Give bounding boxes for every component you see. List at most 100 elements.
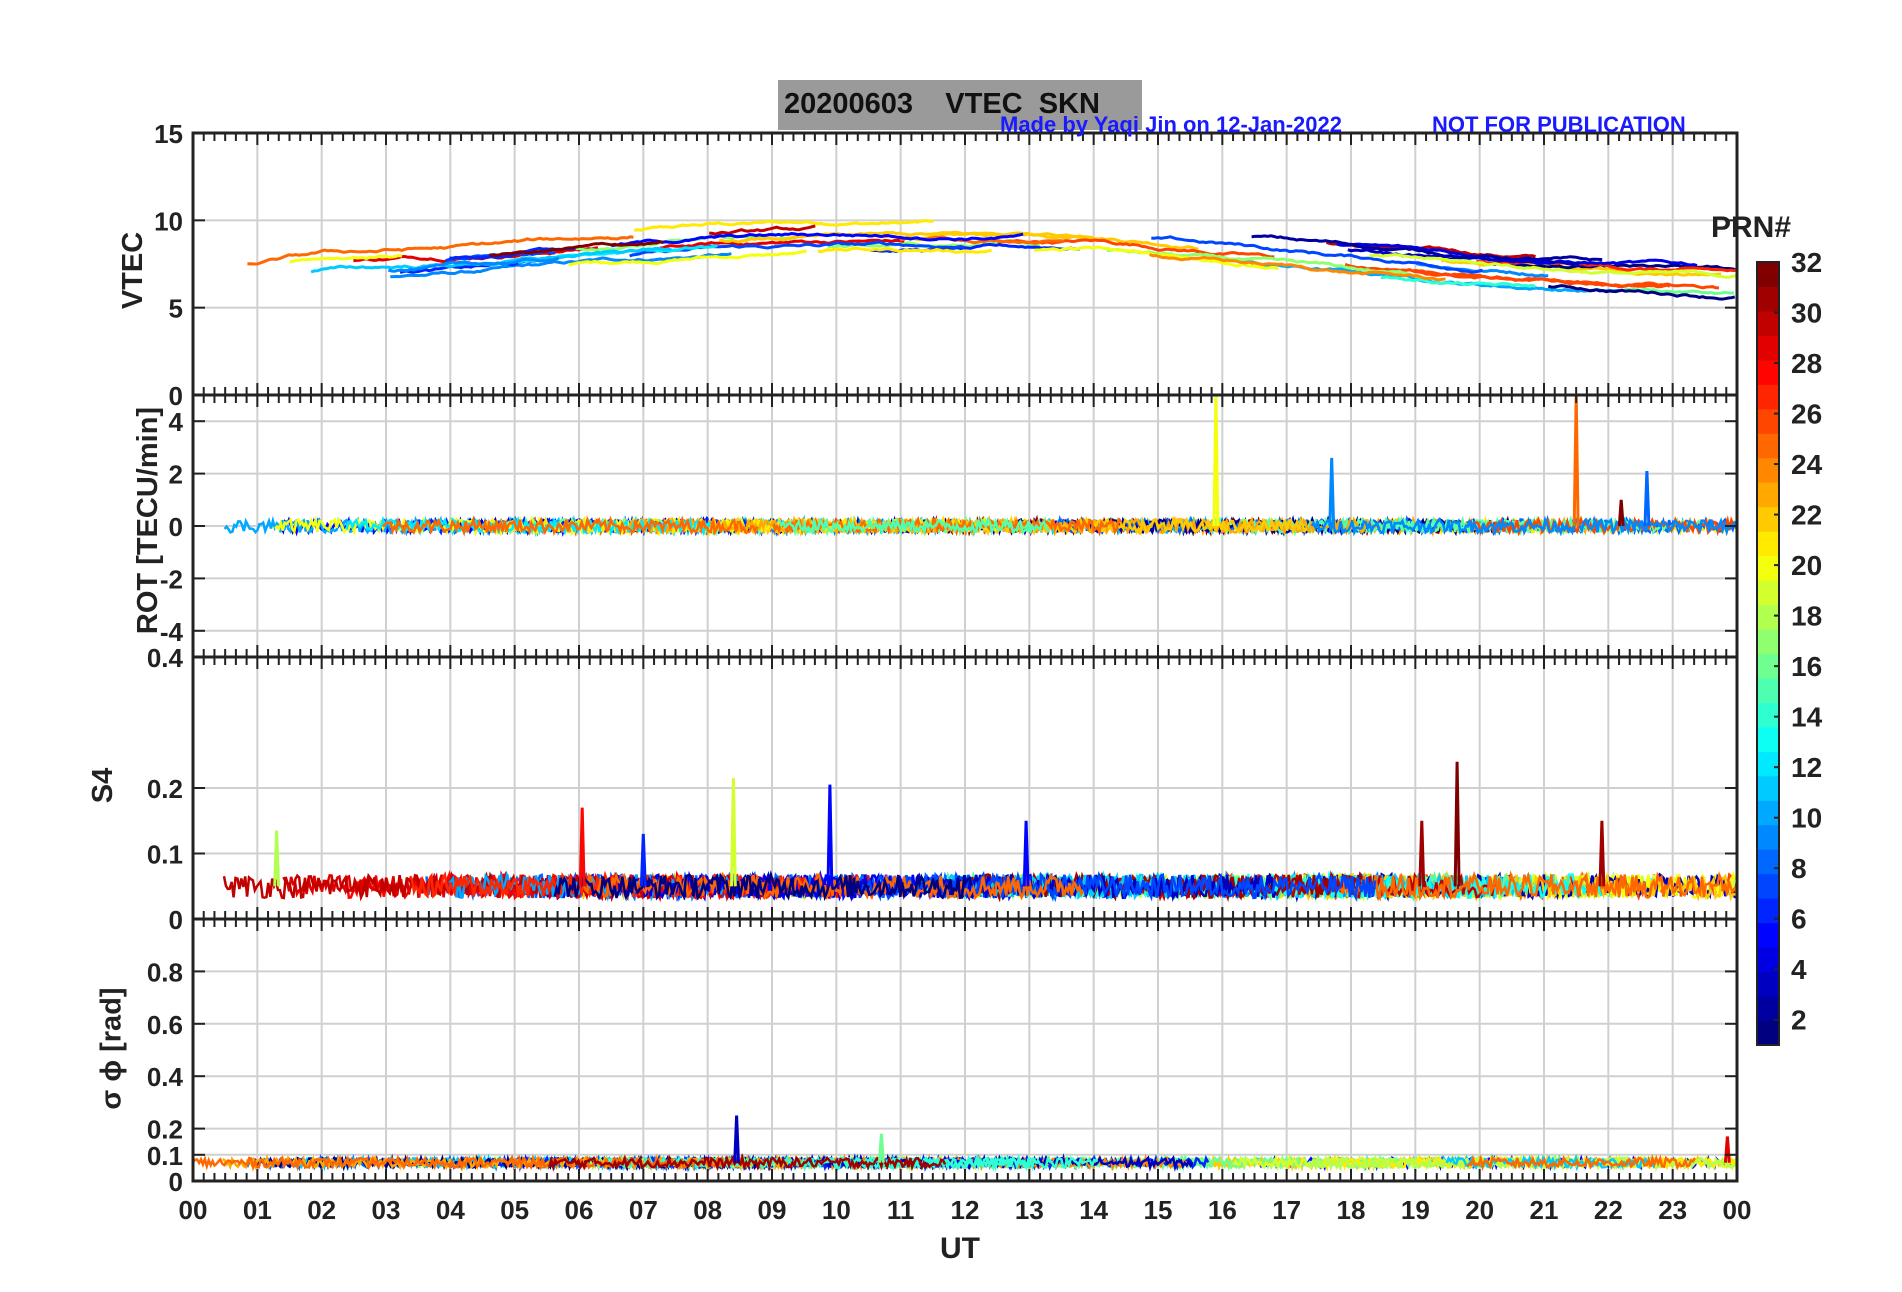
rot-series-prn-25 (382, 515, 759, 537)
sigma_phi-spike (733, 1115, 740, 1163)
colorbar-tick-label: 14 (1791, 702, 1823, 733)
vtec-series-prn-9 (390, 252, 732, 279)
title-box (778, 80, 1142, 130)
x-tick-label: 01 (243, 1195, 272, 1225)
panel-vtec (193, 133, 1737, 395)
vtec-series-prn-3 (1347, 248, 1580, 266)
s4-spike (639, 833, 647, 887)
colorbar-frame (1756, 261, 1780, 1046)
panel-rot (193, 395, 1737, 657)
colorbar-segment (1757, 849, 1779, 875)
x-tick-label: 06 (565, 1195, 594, 1225)
x-tick-label: 07 (629, 1195, 658, 1225)
s4-spike (1022, 820, 1030, 887)
vtec-series-prn-14 (1380, 275, 1536, 288)
x-tick-label: 12 (951, 1195, 980, 1225)
vtec-series-prn-30 (709, 224, 816, 236)
y-label-sigma-phi: σ ϕ [rad] (95, 986, 128, 1110)
s4-series-prn-25 (1338, 870, 1737, 902)
colorbar-segment (1757, 922, 1779, 948)
x-tick-label: 00 (1723, 1195, 1752, 1225)
y-tick-label: 0.4 (147, 1062, 184, 1092)
colorbar-segment (1757, 873, 1779, 899)
x-tick-label: 19 (1401, 1195, 1430, 1225)
rot-series-prn-15 (778, 516, 1051, 537)
y-tick-label: 0.8 (147, 957, 183, 987)
colorbar-segment (1757, 286, 1779, 312)
y-tick-label: 0.6 (147, 1010, 183, 1040)
colorbar-segment (1757, 604, 1779, 630)
colorbar-segment (1757, 580, 1779, 606)
x-tick-label: 10 (822, 1195, 851, 1225)
colorbar-segment (1757, 555, 1779, 581)
vtec-series-prn-20 (289, 253, 403, 264)
vtec-series-prn-29 (659, 238, 905, 250)
vtec-series-prn-25 (247, 235, 634, 266)
credit-text: Made by Yaqi Jin on 12-Jan-2022 (1000, 112, 1342, 137)
vtec-series-prn-20 (568, 249, 807, 266)
x-tick-label: 20 (1465, 1195, 1494, 1225)
y-label-vtec: VTEC (116, 231, 149, 309)
colorbar-segment (1757, 482, 1779, 508)
colorbar-segment (1757, 775, 1779, 801)
colorbar-segment (1757, 359, 1779, 385)
vtec-series-prn-19 (1369, 252, 1737, 279)
colorbar-segment (1757, 384, 1779, 410)
y-tick-label: -4 (160, 617, 184, 647)
colorbar-segment (1757, 898, 1779, 924)
vtec-series-prn-17 (1106, 247, 1423, 279)
x-tick-label: 22 (1594, 1195, 1623, 1225)
colorbar-segment (1757, 824, 1779, 850)
vtec-series-prn-16 (1624, 286, 1734, 296)
s4-series-prn-1 (553, 869, 973, 902)
x-tick-label: 08 (693, 1195, 722, 1225)
colorbar-tick-label: 8 (1791, 853, 1807, 884)
colorbar-segment (1757, 726, 1779, 752)
colorbar-segment (1757, 751, 1779, 777)
colorbar-tick-label: 30 (1791, 298, 1822, 329)
colorbar-segment (1757, 947, 1779, 973)
vtec-series-prn-7 (629, 240, 965, 258)
y-tick-label: 0.1 (147, 1141, 183, 1171)
y-tick-label: 0 (169, 512, 183, 542)
y-tick-label: -2 (160, 564, 183, 594)
x-tick-label: 23 (1658, 1195, 1687, 1225)
x-tick-label: 17 (1272, 1195, 1301, 1225)
y-label-s4: S4 (86, 767, 119, 803)
sigma_phi-series-prn-25 (1466, 1153, 1696, 1172)
vtec-series-prn-21 (633, 219, 934, 232)
colorbar-segment (1757, 531, 1779, 557)
colorbar-tick-label: 32 (1791, 247, 1822, 278)
colorbar-segment (1757, 800, 1779, 826)
y-tick-label: 4 (169, 407, 184, 437)
x-tick-label: 00 (179, 1195, 208, 1225)
colorbar-segment (1757, 996, 1779, 1022)
s4-spike (1598, 820, 1606, 887)
colorbar-tick-label: 10 (1791, 803, 1822, 834)
y-tick-label: 15 (154, 119, 183, 149)
colorbar-tick-label: 6 (1791, 904, 1807, 935)
s4-spike (730, 778, 737, 887)
sigma_phi-spike (877, 1133, 885, 1163)
colorbar-segment (1757, 262, 1779, 287)
s4-spike (578, 807, 586, 887)
vtec-series-prn-5 (611, 231, 1024, 248)
panel-s4 (193, 657, 1737, 919)
x-tick-label: 11 (887, 1195, 915, 1225)
y-tick-label: 0.4 (147, 643, 184, 673)
colorbar-tick-label: 28 (1791, 348, 1822, 379)
y-tick-label: 2 (169, 460, 183, 490)
vtec-series-prn-24 (1149, 253, 1446, 282)
colorbar-segment (1757, 310, 1779, 336)
x-tick-label: 13 (1015, 1195, 1044, 1225)
y-tick-label: 5 (169, 294, 183, 324)
sigma_phi-series-prn-11 (1445, 1153, 1649, 1171)
colorbar-tick-label: 24 (1791, 449, 1823, 480)
sigma_phi-spike (1723, 1136, 1731, 1163)
y-tick-label: 0 (169, 905, 183, 935)
y-tick-label: 0.1 (147, 840, 183, 870)
rot-spike (1328, 457, 1336, 527)
rot-spike (1572, 395, 1580, 527)
rot-series-prn-9 (1310, 515, 1737, 537)
s4-spike (1418, 820, 1426, 887)
